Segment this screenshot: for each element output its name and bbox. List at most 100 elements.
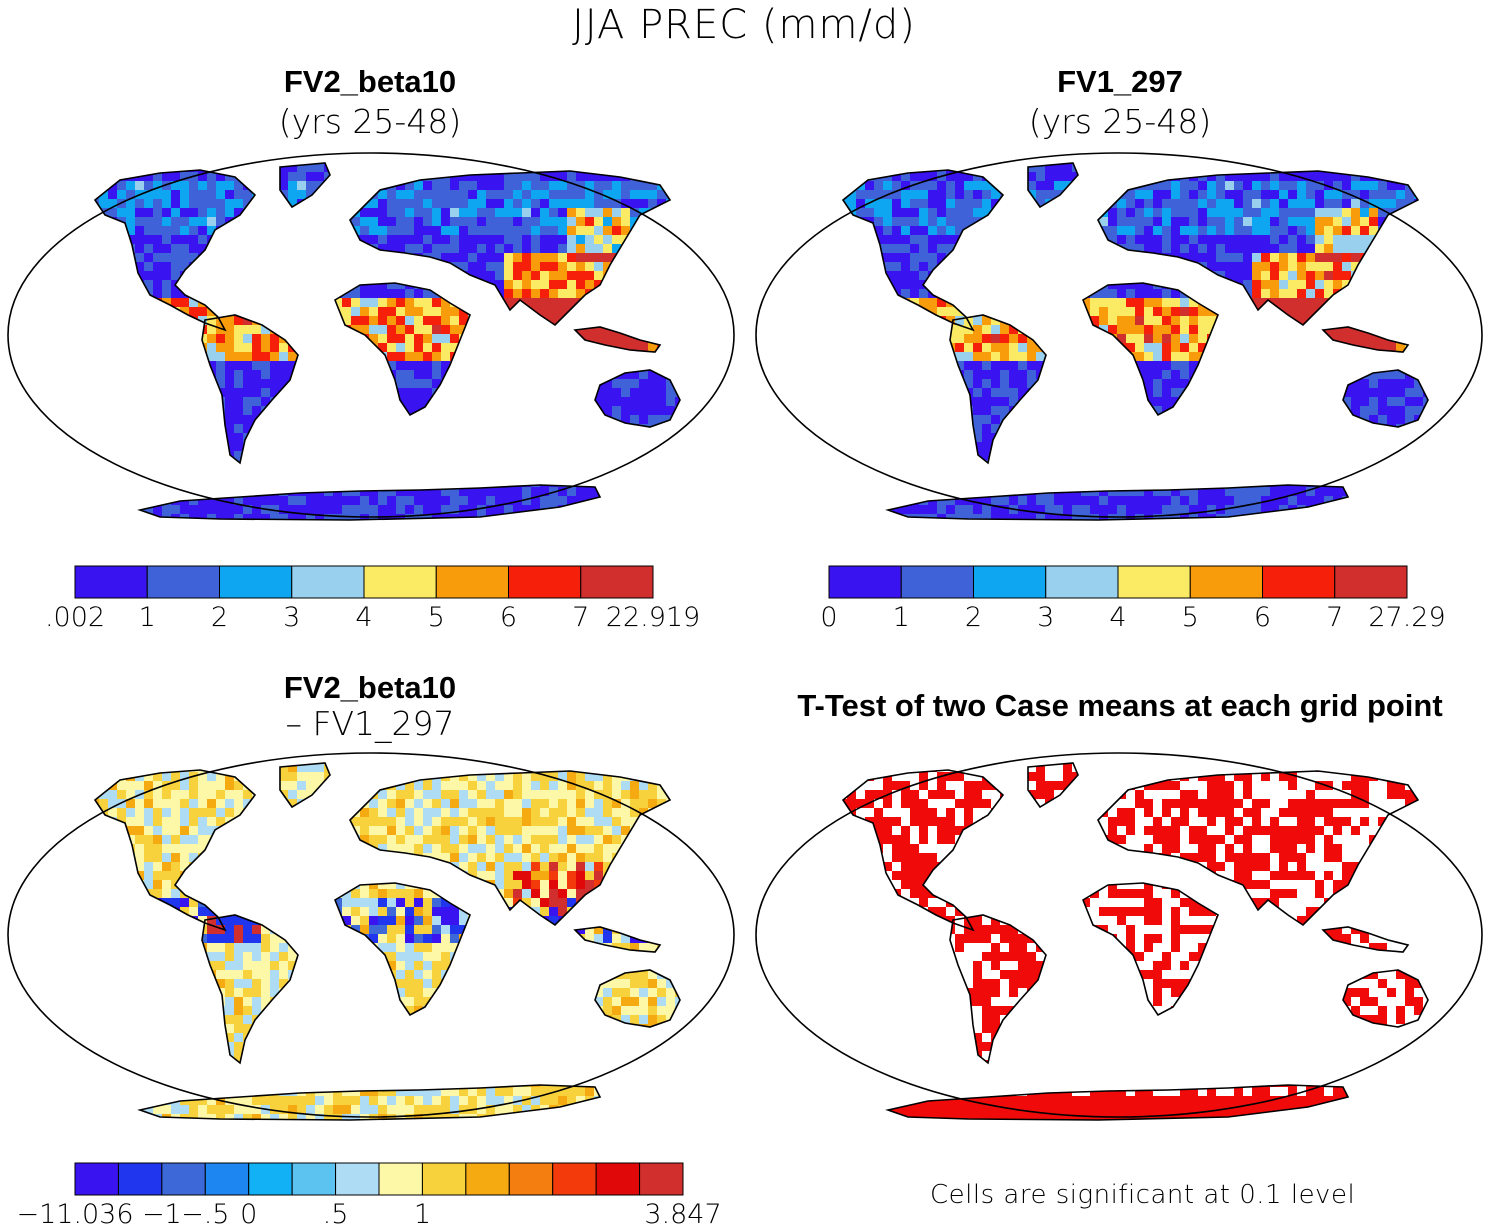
coastline-australia (594, 969, 681, 1028)
panel-subtitle-fv2: (yrs 25-48) (278, 102, 462, 141)
colorbar-tick-label: .5 (322, 1199, 349, 1230)
colorbar-tick-label: 5 (1181, 602, 1199, 633)
colorbar-swatch (973, 565, 1047, 599)
colorbar-tick-label: 0 (240, 1199, 258, 1230)
coastline-indonesia (1321, 926, 1410, 953)
coastline-southAmerica (201, 314, 299, 465)
panel-title-fv2: FV2_beta10 (283, 64, 457, 99)
coastline-antarctica (885, 484, 1350, 521)
coastline-africa (1082, 282, 1219, 417)
colorbar-tick-label: 4 (355, 602, 373, 633)
colorbar-swatch (595, 1162, 641, 1196)
coastline-africa (334, 882, 471, 1017)
colorbar-swatch (146, 565, 220, 599)
coastline-indonesia (1321, 326, 1410, 353)
colorbar-diff (74, 1162, 684, 1196)
colorbar-tick-label: −11.036 (16, 1199, 134, 1230)
colorbar-tick-label: 7 (572, 602, 590, 633)
colorbar-tick-label: −1 (141, 1199, 182, 1230)
map-ttest (755, 752, 1483, 1121)
coastline-northAmerica (93, 769, 257, 932)
map-fv1 (755, 152, 1483, 521)
colorbar-swatch (335, 1162, 380, 1196)
colorbar-tick-label: 7 (1326, 602, 1344, 633)
colorbar-tick-label: 6 (1253, 602, 1272, 633)
colorbar-swatch (508, 1162, 554, 1196)
colorbar-swatch (291, 1162, 337, 1196)
colorbar-swatch (248, 1162, 293, 1196)
map-fv2 (7, 152, 735, 521)
panel-subtitle-fv1: (yrs 25-48) (1028, 102, 1212, 141)
colorbar-swatch (828, 565, 902, 599)
coastline-indonesia (573, 926, 662, 953)
colorbar-swatch (508, 565, 582, 599)
map-diff (7, 752, 735, 1121)
colorbar-swatch (1117, 565, 1191, 599)
colorbar-tick-label: 4 (1109, 602, 1127, 633)
colorbar-swatch (74, 1162, 119, 1196)
coastline-indonesia (573, 326, 662, 353)
colorbar-swatch (378, 1162, 423, 1196)
colorbar-tick-label: 3 (1037, 602, 1055, 633)
colorbar-swatch (161, 1162, 206, 1196)
colorbar-tick-label: 1 (413, 1199, 432, 1230)
colorbar-swatch (1334, 565, 1408, 599)
map-boundary (755, 752, 1483, 1118)
coastline-antarctica (885, 1084, 1350, 1121)
map-boundary (7, 752, 735, 1118)
panel-subtitle-diff: – FV1_297 (285, 704, 455, 743)
colorbar-swatch (117, 1162, 163, 1196)
colorbar-tick-label: 27.29 (1368, 602, 1446, 633)
colorbar-swatch (219, 565, 293, 599)
coastline-greenland (279, 762, 331, 809)
coastline-northAmerica (841, 769, 1005, 932)
colorbar-tick-label: 2 (964, 602, 983, 633)
coastline-southAmerica (949, 314, 1047, 465)
colorbar-swatch (552, 1162, 597, 1196)
coastline-greenland (1027, 762, 1079, 809)
colorbar-swatch (435, 565, 509, 599)
colorbar-tick-label: 22.919 (605, 602, 701, 633)
colorbar-swatch (580, 565, 654, 599)
colorbar-fv2 (74, 565, 654, 599)
colorbar-swatch (363, 565, 437, 599)
colorbar-fv1 (828, 565, 1408, 599)
colorbar-tick-label: −.5 (181, 1199, 230, 1230)
coastline-australia (594, 369, 681, 428)
map-boundary (755, 152, 1483, 518)
coastline-northAmerica (93, 169, 257, 332)
colorbar-swatch (291, 565, 365, 599)
colorbar-tick-label: 2 (210, 602, 229, 633)
colorbar-tick-label: 1 (892, 602, 910, 633)
colorbar-tick-label: .002 (44, 602, 106, 633)
coastline-australia (1342, 369, 1429, 428)
coastline-antarctica (137, 1084, 602, 1121)
colorbar-swatch (900, 565, 974, 599)
panel-title-diff: FV2_beta10 (283, 670, 457, 705)
colorbar-tick-label: 3.847 (644, 1199, 722, 1230)
panel-title-fv1: FV1_297 (1057, 64, 1183, 99)
coastline-australia (1342, 969, 1429, 1028)
colorbar-swatch (639, 1162, 684, 1196)
figure-title: JJA PREC (mm/d) (572, 2, 916, 48)
coastline-antarctica (137, 484, 602, 521)
coastline-southAmerica (201, 914, 299, 1065)
colorbar-tick-label: 0 (820, 602, 838, 633)
coastline-africa (334, 282, 471, 417)
colorbar-swatch (204, 1162, 250, 1196)
coastline-greenland (279, 162, 331, 209)
map-boundary (7, 152, 735, 518)
colorbar-swatch (465, 1162, 510, 1196)
colorbar-tick-label: 6 (499, 602, 518, 633)
colorbar-swatch (74, 565, 148, 599)
significance-footnote: Cells are significant at 0.1 level (930, 1180, 1356, 1210)
coastline-northAmerica (841, 169, 1005, 332)
colorbar-swatch (1045, 565, 1119, 599)
colorbar-swatch (1189, 565, 1263, 599)
coastline-greenland (1027, 162, 1079, 209)
coastline-southAmerica (949, 914, 1047, 1065)
coastline-africa (1082, 882, 1219, 1017)
colorbar-tick-label: 1 (138, 602, 156, 633)
colorbar-swatch (1262, 565, 1336, 599)
panel-title-ttest: T-Test of two Case means at each grid po… (797, 688, 1443, 723)
